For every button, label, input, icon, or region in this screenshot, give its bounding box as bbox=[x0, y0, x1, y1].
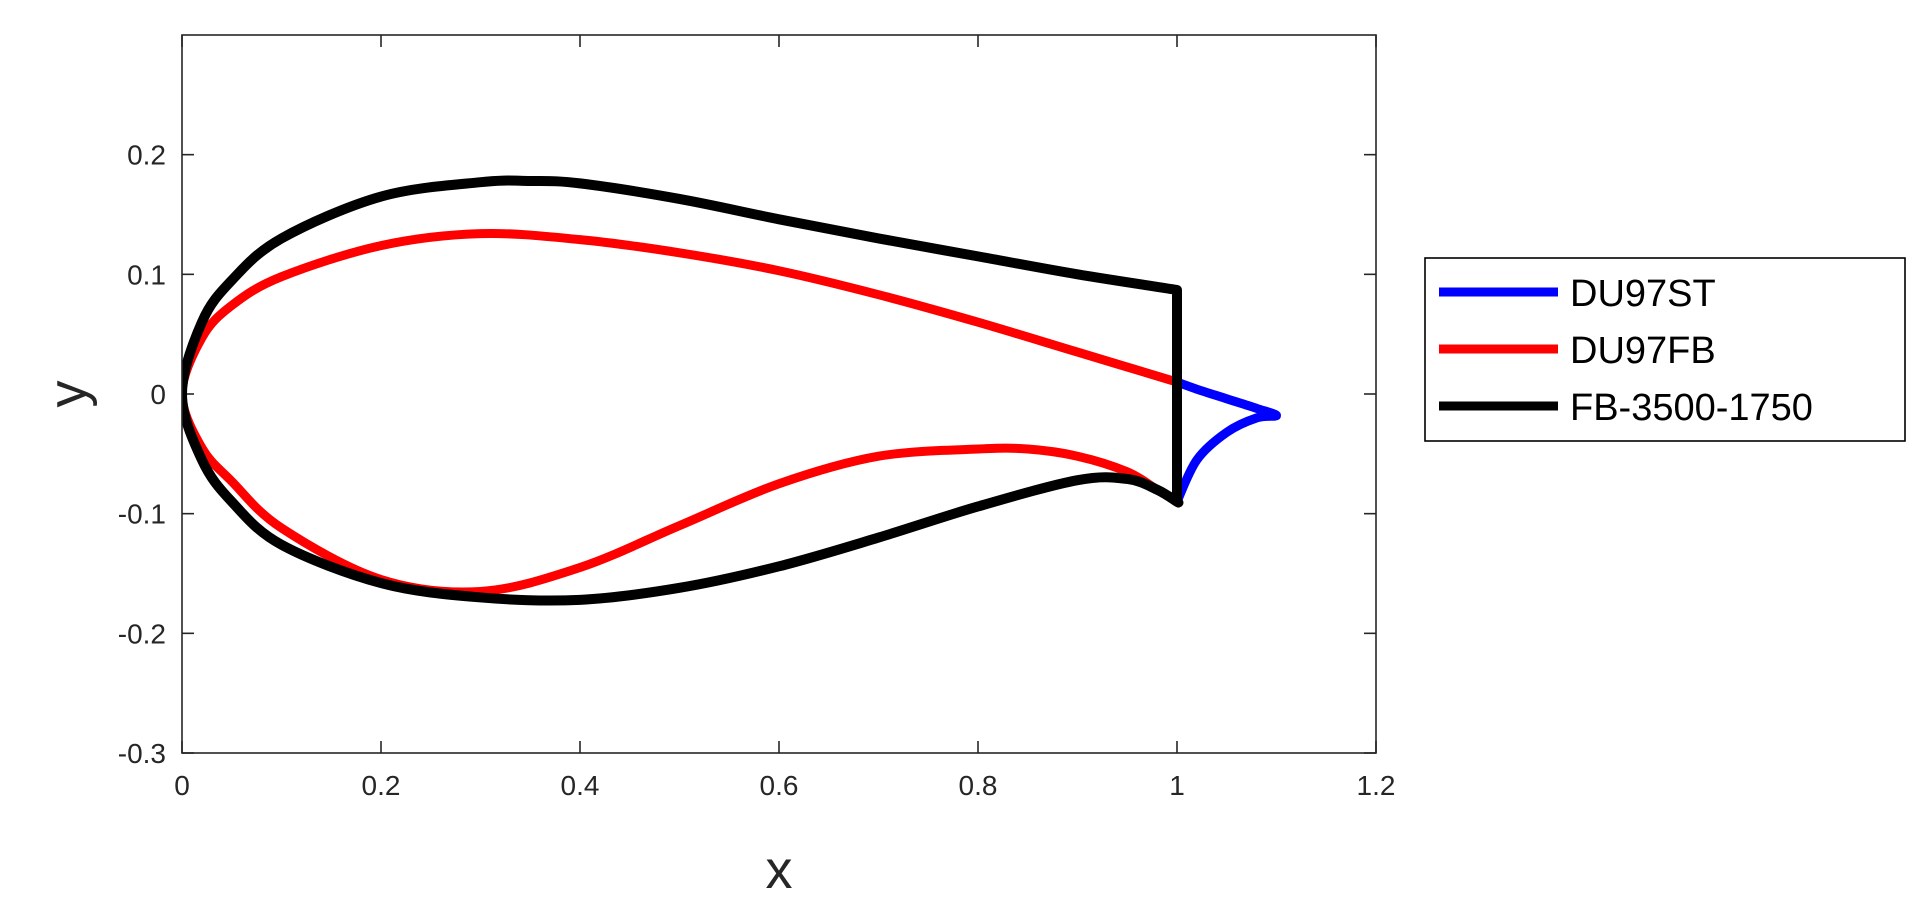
series-line-fb-3500-1750 bbox=[182, 175, 1184, 606]
y-tick-label: 0.1 bbox=[127, 259, 166, 290]
x-tick-label: 0.8 bbox=[959, 770, 998, 801]
y-axis-label: y bbox=[38, 381, 98, 408]
x-tick-label: 0.6 bbox=[760, 770, 799, 801]
x-axis-label: x bbox=[766, 840, 793, 900]
y-tick-label: 0.2 bbox=[127, 140, 166, 171]
plot-frame bbox=[181, 34, 1377, 754]
y-tick-label: -0.1 bbox=[118, 499, 166, 530]
axis-ticks bbox=[181, 35, 1377, 754]
legend-label-fb-3500-1750: FB-3500-1750 bbox=[1570, 387, 1813, 429]
legend-label-du97st: DU97ST bbox=[1570, 273, 1716, 315]
y-tick-label: 0 bbox=[150, 379, 166, 410]
legend: DU97ST DU97FB FB-3500-1750 bbox=[1424, 257, 1906, 442]
series-line-du97fb bbox=[182, 228, 1182, 597]
series-line-du97st bbox=[1172, 377, 1281, 507]
plot-series bbox=[182, 175, 1281, 606]
x-tick-label: 1.2 bbox=[1357, 770, 1396, 801]
y-tick-label: -0.2 bbox=[118, 618, 166, 649]
x-tick-label: 0.2 bbox=[362, 770, 401, 801]
x-tick-label: 1 bbox=[1169, 770, 1185, 801]
tick-labels: 0 0.2 0.4 0.6 0.8 1 1.2 -0.3 -0.2 -0.1 0 0.1 0.2 bbox=[118, 140, 1396, 801]
legend-label-du97fb: DU97FB bbox=[1570, 330, 1716, 372]
x-tick-label: 0 bbox=[174, 770, 190, 801]
y-tick-label: -0.3 bbox=[118, 738, 166, 769]
x-tick-label: 0.4 bbox=[561, 770, 600, 801]
